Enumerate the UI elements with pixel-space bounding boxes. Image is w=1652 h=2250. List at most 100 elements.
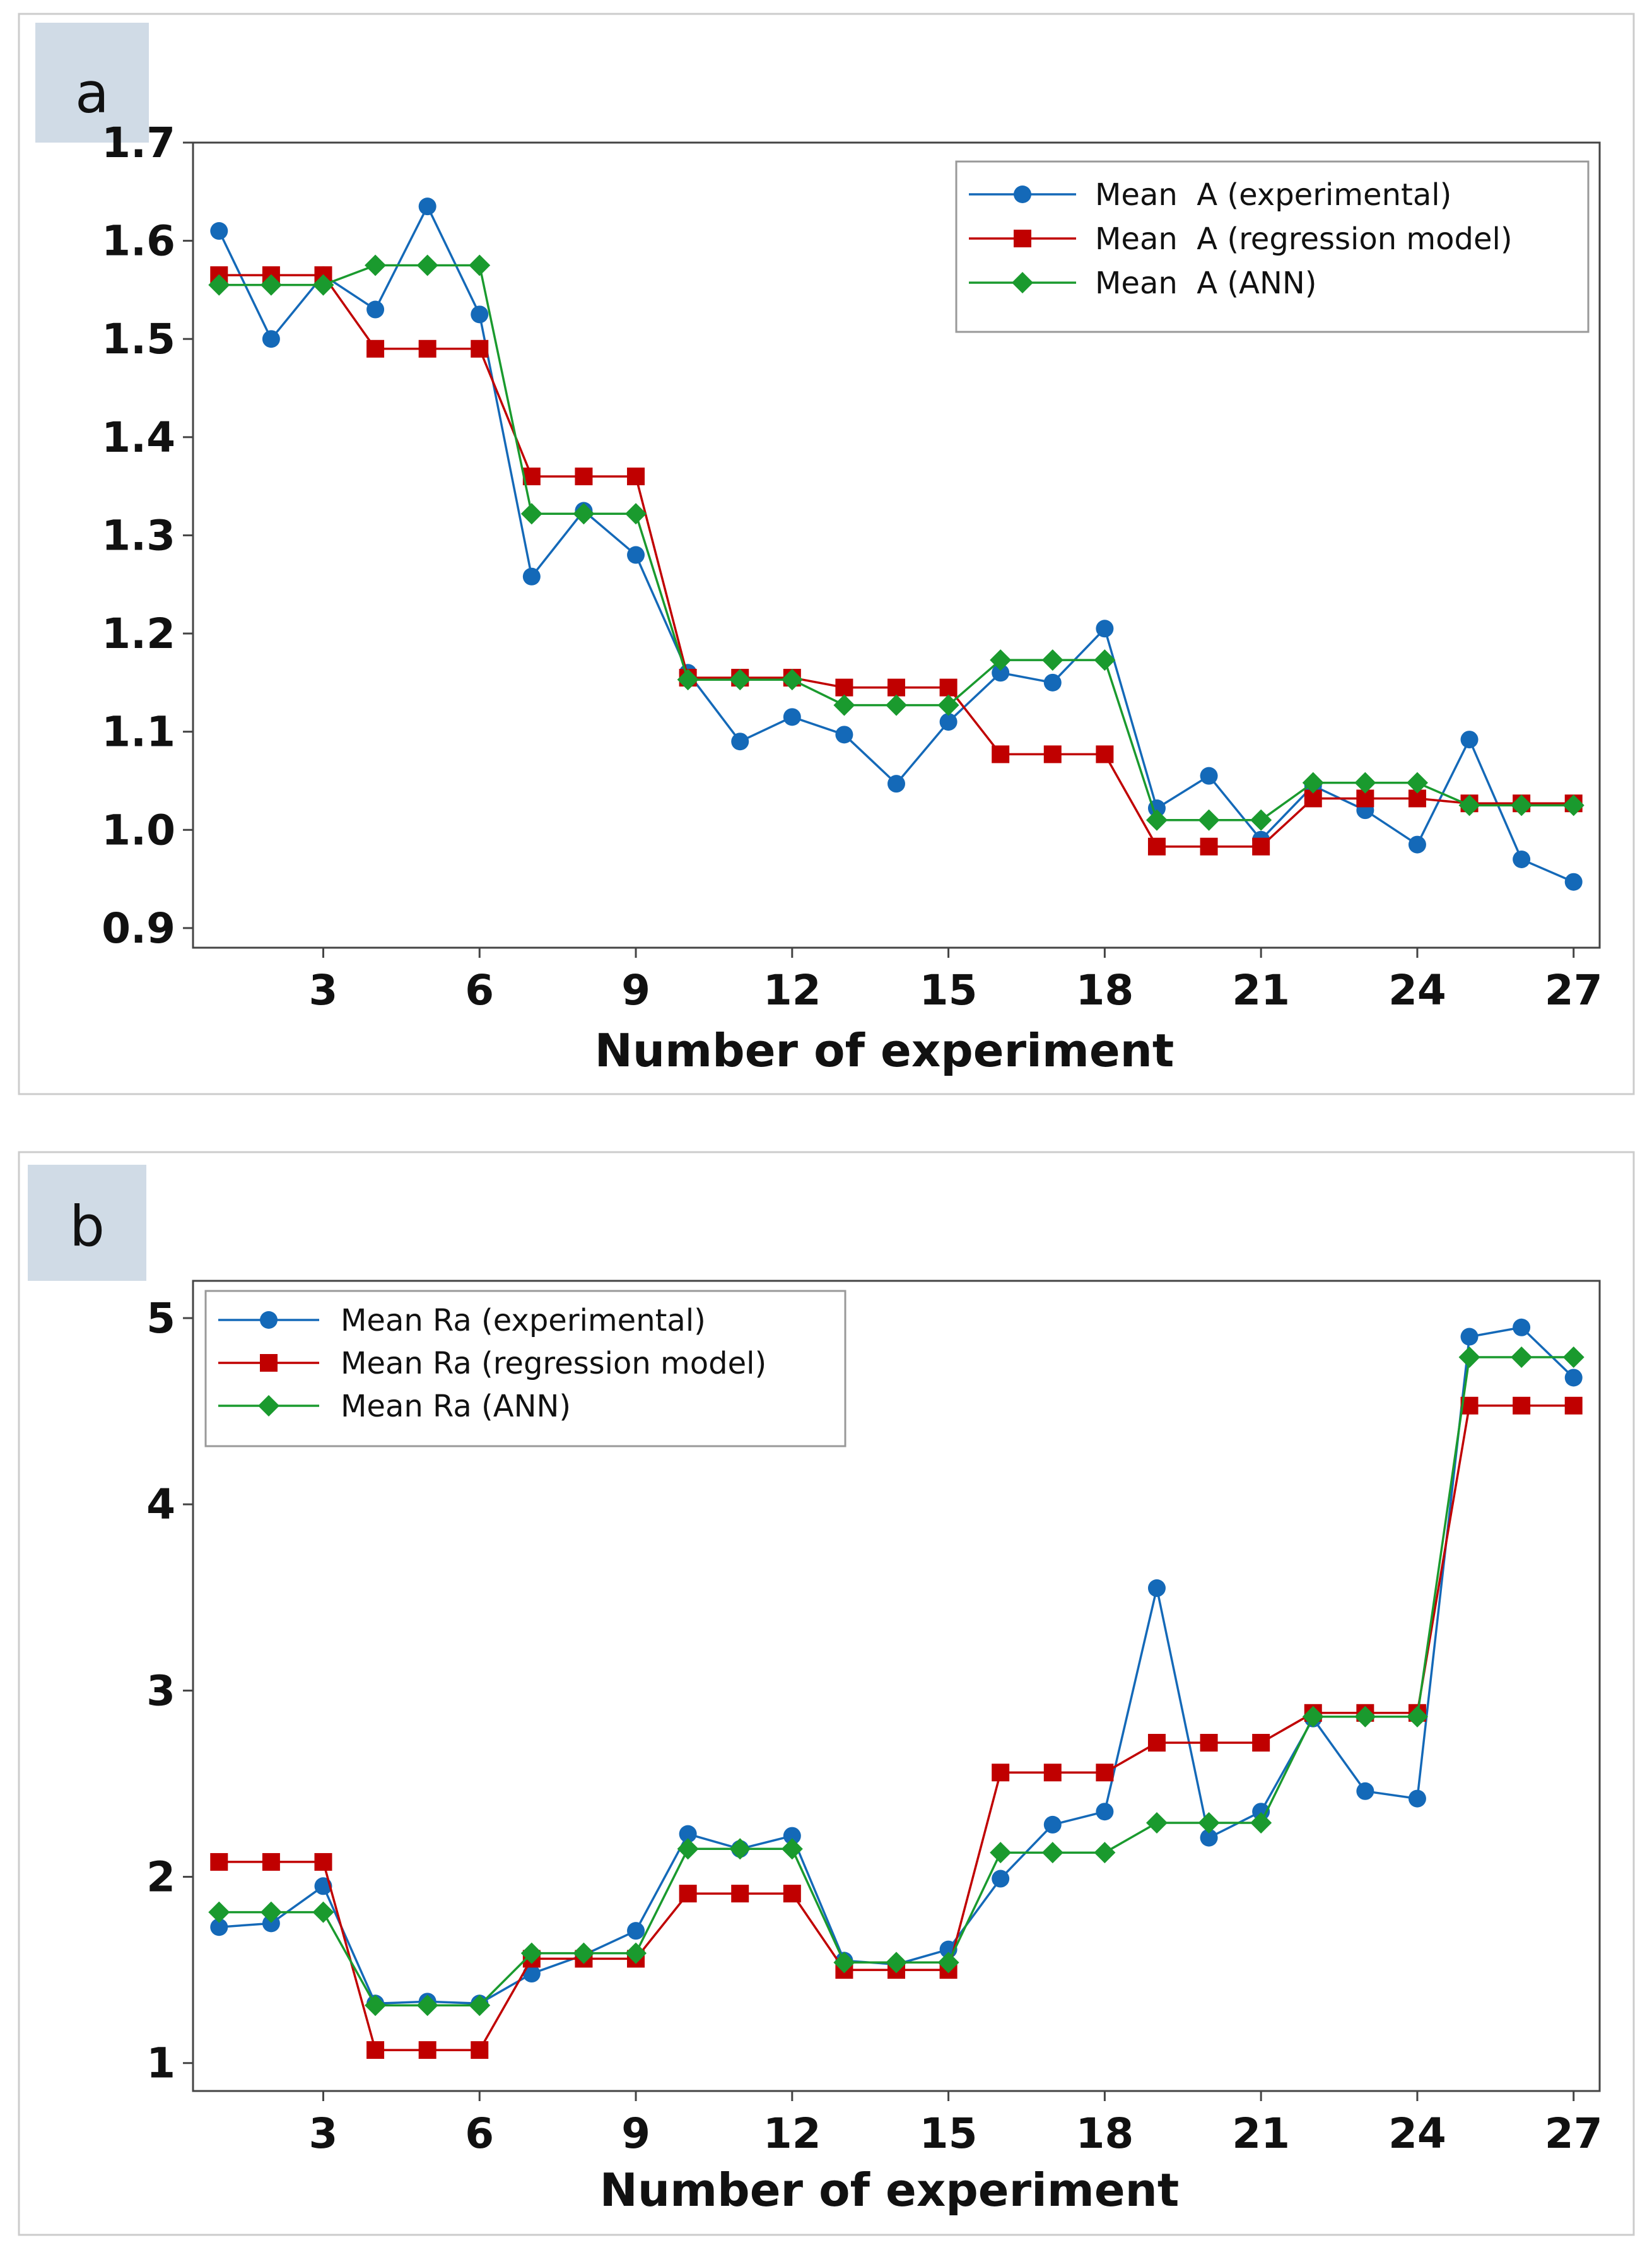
y-tick-label: 0.9 <box>102 904 175 953</box>
data-point-square <box>1147 1734 1166 1752</box>
x-tick-label: 3 <box>309 2109 338 2158</box>
data-point-diamond <box>208 1901 230 1923</box>
data-point-diamond <box>573 1942 595 1964</box>
data-point-diamond <box>1562 1346 1585 1369</box>
x-tick-label: 12 <box>763 2109 821 2158</box>
legend-label: Mean A (regression model) <box>1095 221 1513 257</box>
data-point-square <box>471 339 489 358</box>
legend-marker-square <box>260 1354 278 1372</box>
y-tick-label: 1.3 <box>102 511 175 560</box>
data-point-square <box>679 1885 697 1903</box>
data-point-diamond <box>520 1942 542 1964</box>
data-point-square <box>575 468 593 486</box>
y-tick-label: 4 <box>146 1480 175 1529</box>
legend-marker-square <box>1014 230 1031 247</box>
y-tick-label: 1.5 <box>102 315 175 363</box>
data-point-square <box>888 678 905 697</box>
data-point-diamond <box>833 694 855 716</box>
data-point-square <box>1513 1396 1531 1415</box>
panel-b-legend-box <box>204 1290 847 1447</box>
data-point-diamond <box>781 669 803 691</box>
panel-a-series <box>208 197 1585 891</box>
data-point-diamond <box>1354 1705 1376 1728</box>
data-point-circle <box>471 305 489 324</box>
data-point-square <box>939 678 958 697</box>
data-point-circle <box>418 197 436 216</box>
data-point-diamond <box>260 1901 282 1923</box>
data-point-circle <box>1408 835 1426 854</box>
data-point-square <box>262 1852 280 1871</box>
panel-b-label: b <box>69 1194 105 1259</box>
data-point-square <box>1043 1764 1062 1782</box>
data-point-square <box>1200 837 1218 856</box>
data-point-diamond <box>1406 1705 1428 1728</box>
data-point-circle <box>1356 1782 1374 1800</box>
y-tick-label: 1.2 <box>102 610 175 658</box>
data-point-diamond <box>260 274 282 296</box>
data-point-diamond <box>416 1994 438 2017</box>
data-point-circle <box>1564 873 1583 891</box>
data-point-circle <box>1513 1318 1531 1336</box>
data-point-square <box>835 678 853 697</box>
data-point-circle <box>1513 850 1531 868</box>
y-tick-label: 2 <box>146 1853 175 1902</box>
data-point-circle <box>939 713 958 731</box>
data-point-circle <box>835 726 853 744</box>
data-point-diamond <box>1458 794 1480 816</box>
data-point-circle <box>888 775 905 793</box>
legend-marker-circle <box>1014 186 1031 203</box>
data-point-diamond <box>469 1994 491 2017</box>
data-point-diamond <box>677 1838 699 1860</box>
data-point-circle <box>210 222 228 240</box>
legend-label: Mean Ra (experimental) <box>341 1303 706 1338</box>
data-point-diamond <box>990 1842 1012 1864</box>
data-point-circle <box>1200 1829 1218 1847</box>
x-tick-label: 18 <box>1075 2109 1134 2158</box>
data-point-circle <box>1043 1815 1062 1834</box>
panel-b-series <box>208 1318 1585 2059</box>
panel-a-legend: Mean A (experimental) Mean A (regression … <box>955 160 1590 333</box>
data-point-diamond <box>1250 809 1272 831</box>
data-point-diamond <box>1302 1705 1324 1728</box>
data-point-square <box>731 1885 749 1903</box>
legend-marker-diamond <box>1012 272 1033 293</box>
panel-b-legend: Mean Ra (experimental) Mean Ra (regressio… <box>204 1290 847 1447</box>
x-tick-label: 21 <box>1232 2109 1290 2158</box>
legend-label: Mean A (ANN) <box>1095 266 1317 301</box>
y-tick-label: 1.7 <box>102 119 175 167</box>
data-point-diamond <box>729 669 751 691</box>
x-tick-label: 9 <box>621 966 650 1015</box>
data-point-circle <box>522 567 541 586</box>
data-point-circle <box>1460 731 1479 749</box>
data-point-circle <box>1096 620 1114 638</box>
x-tick-label: 6 <box>465 2109 494 2158</box>
data-point-diamond <box>365 254 387 276</box>
data-point-circle <box>679 1825 697 1843</box>
panel-a-x-axis: 3 6 9 12 15 18 21 24 27 <box>309 948 1603 1015</box>
data-point-circle <box>1147 1579 1166 1598</box>
panel-a-x-axis-title: Number of experiment <box>595 1024 1175 1077</box>
panel-b-label-box <box>28 1165 146 1281</box>
data-point-diamond <box>886 1952 907 1974</box>
data-point-diamond <box>1198 809 1220 831</box>
y-tick-label: 3 <box>146 1666 175 1715</box>
data-point-diamond <box>833 1952 855 1974</box>
data-point-square <box>1200 1734 1218 1752</box>
data-point-diamond <box>573 503 595 525</box>
data-point-square <box>992 745 1010 763</box>
data-point-circle <box>627 1922 645 1940</box>
data-point-square <box>783 1885 801 1903</box>
data-point-square <box>992 1764 1010 1782</box>
data-point-diamond <box>1094 649 1116 671</box>
x-tick-label: 27 <box>1545 2109 1603 2158</box>
data-point-square <box>418 2041 436 2059</box>
x-tick-label: 21 <box>1232 966 1290 1015</box>
data-point-circle <box>783 708 801 726</box>
legend-label: Mean Ra (regression model) <box>341 1346 766 1381</box>
data-point-circle <box>210 1918 228 1936</box>
data-point-diamond <box>520 503 542 525</box>
data-point-diamond <box>1198 1811 1220 1834</box>
data-point-diamond <box>208 274 230 296</box>
